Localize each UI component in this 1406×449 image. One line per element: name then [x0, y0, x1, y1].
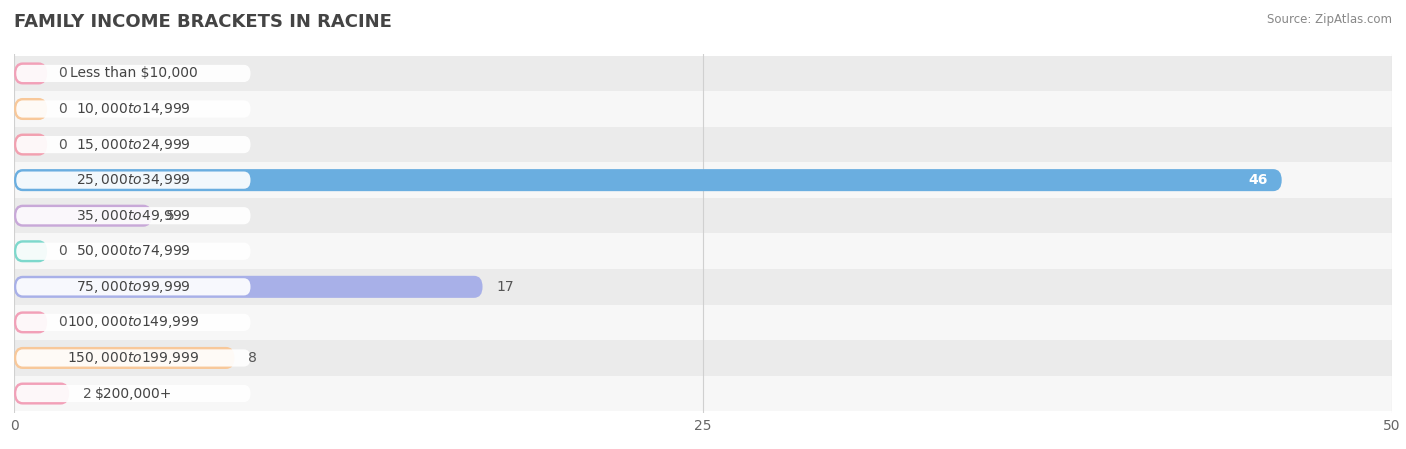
Text: FAMILY INCOME BRACKETS IN RACINE: FAMILY INCOME BRACKETS IN RACINE: [14, 13, 392, 31]
Bar: [14, 376, 1392, 411]
FancyBboxPatch shape: [17, 385, 250, 402]
Bar: [14, 233, 1392, 269]
FancyBboxPatch shape: [14, 311, 48, 334]
Text: $50,000 to $74,999: $50,000 to $74,999: [76, 243, 191, 259]
Text: Source: ZipAtlas.com: Source: ZipAtlas.com: [1267, 13, 1392, 26]
FancyBboxPatch shape: [14, 205, 152, 227]
Text: 0: 0: [58, 66, 67, 80]
FancyBboxPatch shape: [14, 133, 48, 156]
FancyBboxPatch shape: [17, 65, 250, 82]
Text: $150,000 to $199,999: $150,000 to $199,999: [67, 350, 200, 366]
Text: $35,000 to $49,999: $35,000 to $49,999: [76, 208, 191, 224]
FancyBboxPatch shape: [14, 62, 48, 84]
Text: 0: 0: [58, 315, 67, 330]
Text: $10,000 to $14,999: $10,000 to $14,999: [76, 101, 191, 117]
FancyBboxPatch shape: [17, 278, 250, 295]
Text: 0: 0: [58, 244, 67, 258]
Text: 0: 0: [58, 102, 67, 116]
Bar: [14, 198, 1392, 233]
FancyBboxPatch shape: [14, 276, 482, 298]
Text: $25,000 to $34,999: $25,000 to $34,999: [76, 172, 191, 188]
Text: 5: 5: [166, 209, 174, 223]
Bar: [14, 340, 1392, 376]
Text: 17: 17: [496, 280, 515, 294]
FancyBboxPatch shape: [14, 98, 48, 120]
Bar: [14, 163, 1392, 198]
Text: $100,000 to $149,999: $100,000 to $149,999: [67, 314, 200, 330]
FancyBboxPatch shape: [17, 314, 250, 331]
Text: 8: 8: [249, 351, 257, 365]
FancyBboxPatch shape: [17, 207, 250, 224]
Text: 0: 0: [58, 137, 67, 152]
FancyBboxPatch shape: [14, 383, 69, 405]
Text: $75,000 to $99,999: $75,000 to $99,999: [76, 279, 191, 295]
Text: 46: 46: [1249, 173, 1268, 187]
Bar: [14, 127, 1392, 163]
Bar: [14, 56, 1392, 91]
FancyBboxPatch shape: [17, 349, 250, 366]
Text: $200,000+: $200,000+: [94, 387, 172, 401]
FancyBboxPatch shape: [14, 347, 235, 369]
Text: 2: 2: [83, 387, 91, 401]
Text: $15,000 to $24,999: $15,000 to $24,999: [76, 136, 191, 153]
FancyBboxPatch shape: [14, 240, 48, 262]
FancyBboxPatch shape: [17, 242, 250, 260]
FancyBboxPatch shape: [17, 136, 250, 153]
Text: Less than $10,000: Less than $10,000: [69, 66, 197, 80]
Bar: [14, 91, 1392, 127]
FancyBboxPatch shape: [17, 101, 250, 118]
FancyBboxPatch shape: [14, 169, 1282, 191]
Bar: [14, 304, 1392, 340]
FancyBboxPatch shape: [17, 172, 250, 189]
Bar: [14, 269, 1392, 304]
